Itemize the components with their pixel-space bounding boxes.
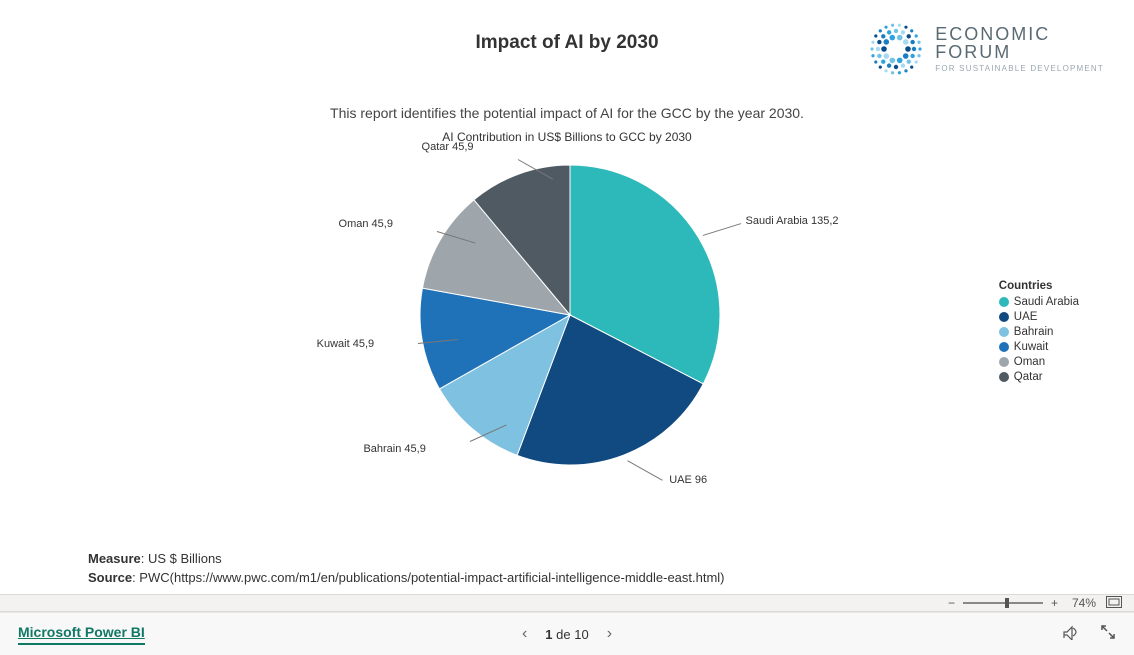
zoom-slider[interactable] bbox=[963, 602, 1043, 604]
slice-label-uae: UAE 96 bbox=[669, 474, 707, 486]
logo-tagline: FOR SUSTAINABLE DEVELOPMENT bbox=[935, 64, 1104, 73]
zoom-in-button[interactable]: + bbox=[1051, 596, 1058, 610]
legend-swatch bbox=[999, 372, 1009, 382]
legend-item-uae[interactable]: UAE bbox=[999, 311, 1079, 323]
page-total: 10 bbox=[574, 627, 588, 642]
legend-item-kuwait[interactable]: Kuwait bbox=[999, 341, 1079, 353]
page-current: 1 bbox=[545, 627, 552, 642]
brand-logo: ECONOMIC FORUM FOR SUSTAINABLE DEVELOPME… bbox=[867, 20, 1104, 78]
report-canvas: Impact of AI by 2030 ECONOMIC FORUM FOR … bbox=[0, 0, 1134, 600]
logo-text: ECONOMIC FORUM FOR SUSTAINABLE DEVELOPME… bbox=[935, 25, 1104, 73]
page-navigator: ‹ 1 de 10 › bbox=[522, 625, 612, 643]
zoom-out-button[interactable]: − bbox=[948, 596, 955, 610]
zoom-level: 74% bbox=[1072, 596, 1096, 610]
slice-label-oman: Oman 45,9 bbox=[273, 218, 393, 230]
logo-line1: ECONOMIC bbox=[935, 25, 1104, 43]
page-subtitle: This report identifies the potential imp… bbox=[0, 105, 1134, 121]
legend-label: Bahrain bbox=[1014, 326, 1054, 338]
legend-label: Qatar bbox=[1014, 371, 1043, 383]
legend-label: Oman bbox=[1014, 356, 1045, 368]
page-sep: de bbox=[553, 627, 575, 642]
legend-item-oman[interactable]: Oman bbox=[999, 356, 1079, 368]
page-indicator: 1 de 10 bbox=[545, 627, 588, 642]
status-bar: − + 74% bbox=[0, 594, 1134, 612]
chart-legend: Countries Saudi Arabia UAE Bahrain Kuwait Om… bbox=[999, 280, 1079, 386]
legend-item-saudi-arabia[interactable]: Saudi Arabia bbox=[999, 296, 1079, 308]
legend-swatch bbox=[999, 342, 1009, 352]
legend-swatch bbox=[999, 357, 1009, 367]
share-icon[interactable] bbox=[1062, 624, 1078, 645]
legend-title: Countries bbox=[999, 280, 1079, 292]
prev-page-button[interactable]: ‹ bbox=[522, 625, 527, 643]
logo-line2: FORUM bbox=[935, 43, 1104, 61]
next-page-button[interactable]: › bbox=[607, 625, 612, 643]
slice-label-bahrain: Bahrain 45,9 bbox=[306, 443, 426, 455]
zoom-thumb[interactable] bbox=[1005, 598, 1009, 608]
legend-swatch bbox=[999, 297, 1009, 307]
legend-item-qatar[interactable]: Qatar bbox=[999, 371, 1079, 383]
legend-label: UAE bbox=[1014, 311, 1038, 323]
source-line: Source: PWC(https://www.pwc.com/m1/en/pu… bbox=[88, 570, 725, 585]
forum-logo-icon bbox=[867, 20, 925, 78]
slice-label-qatar: Qatar 45,9 bbox=[354, 141, 474, 153]
fit-to-page-icon[interactable] bbox=[1106, 596, 1122, 611]
powerbi-link[interactable]: Microsoft Power BI bbox=[18, 624, 145, 645]
legend-label: Kuwait bbox=[1014, 341, 1049, 353]
chart-title: AI Contribution in US$ Billions to GCC b… bbox=[0, 130, 1134, 144]
fullscreen-icon[interactable] bbox=[1100, 624, 1116, 645]
legend-label: Saudi Arabia bbox=[1014, 296, 1079, 308]
measure-label: Measure bbox=[88, 551, 141, 566]
slice-label-kuwait: Kuwait 45,9 bbox=[254, 338, 374, 350]
source-label: Source bbox=[88, 570, 132, 585]
legend-swatch bbox=[999, 327, 1009, 337]
bottom-bar: Microsoft Power BI ‹ 1 de 10 › bbox=[0, 612, 1134, 655]
pie-chart[interactable] bbox=[420, 165, 720, 470]
measure-line: Measure: US $ Billions bbox=[88, 551, 222, 566]
source-value: : PWC(https://www.pwc.com/m1/en/publicat… bbox=[132, 570, 724, 585]
chart-area: Saudi Arabia 135,2 UAE 96 Bahrain 45,9 Kuwa… bbox=[0, 155, 1134, 525]
legend-item-bahrain[interactable]: Bahrain bbox=[999, 326, 1079, 338]
legend-swatch bbox=[999, 312, 1009, 322]
measure-value: : US $ Billions bbox=[141, 551, 222, 566]
slice-label-saudi-arabia: Saudi Arabia 135,2 bbox=[746, 215, 839, 227]
